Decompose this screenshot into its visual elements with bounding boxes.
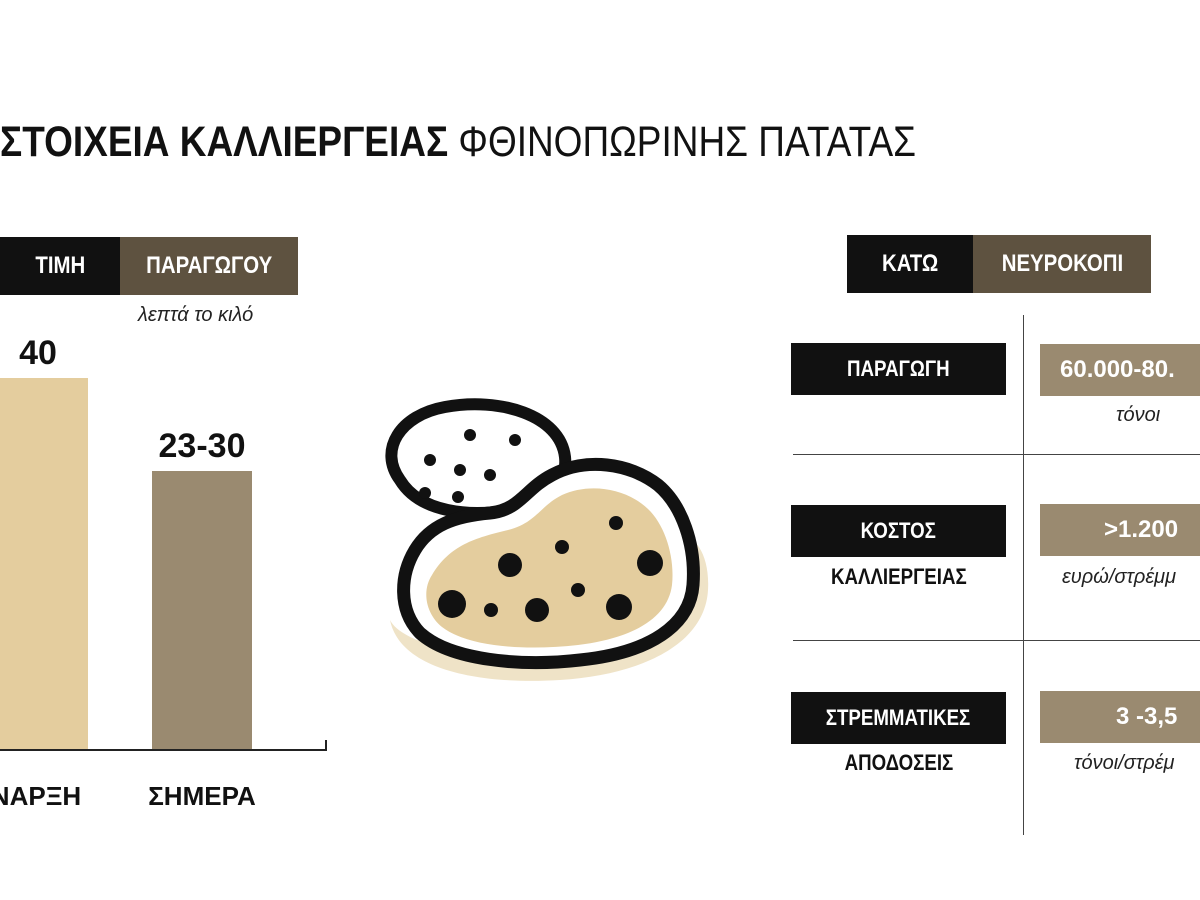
price-unit: λεπτά το κιλό [138,304,254,326]
bar-category-label-2: ΣΗΜΕΡΑ [148,781,256,811]
title-light: ΦΘΙΝΟΠΩΡΙΝΗΣ ΠΑΤΑΤΑΣ [458,118,917,166]
row-value-production: 60.000-80. [1040,344,1200,396]
price-bar-chart: 40 ΝΑΡΞΗ 23-30 ΣΗΜΕΡΑ [0,334,327,811]
row-unit-production: τόνοι [1116,404,1161,426]
bar-2 [152,471,252,750]
price-tag-label: ΤΙΜΗ [0,237,120,295]
title-bold: ΣΤΟΙΧΕΙΑ ΚΑΛΛΙΕΡΓΕΙΑΣ [0,118,449,166]
row-label-cost: ΚΟΣΤΟΣ [791,505,1006,557]
bar-value-label-2: 23-30 [159,427,246,465]
row-label-yield: ΣΤΡΕΜΜΑΤΙΚΕΣ [791,692,1006,744]
row-value-yield: 3 -3,5 [1040,691,1200,743]
table-divider-1 [793,454,1200,455]
row-unit-cost: ευρώ/στρέμμ [1062,566,1177,588]
table-divider-vertical [1023,315,1024,835]
row-label-production: ΠΑΡΑΓΩΓΗ [791,343,1006,395]
row-value-cost: >1.200 [1040,504,1200,556]
region-tag-kato: ΚΑΤΩ [847,235,973,293]
bar-1 [0,378,88,750]
bar-category-label-1: ΝΑΡΞΗ [0,781,81,811]
table-divider-2 [793,640,1200,641]
region-tag-nevrokopi: ΝΕΥΡΟΚΟΠΙ [973,235,1151,293]
row-label-cost-line2: ΚΑΛΛΙΕΡΓΕΙΑΣ [830,564,967,589]
potato-icon [385,398,709,681]
bar-value-label-1: 40 [19,334,57,372]
price-tag-label-producer: ΠΑΡΑΓΩΓΟΥ [120,237,298,295]
row-label-yield-line2: ΑΠΟΔΟΣΕΙΣ [844,750,953,775]
row-unit-yield: τόνοι/στρέμ [1074,752,1175,774]
page-title: ΣΤΟΙΧΕΙΑ ΚΑΛΛΙΕΡΓΕΙΑΣ ΦΘΙΝΟΠΩΡΙΝΗΣ ΠΑΤΑΤ… [0,112,1032,172]
